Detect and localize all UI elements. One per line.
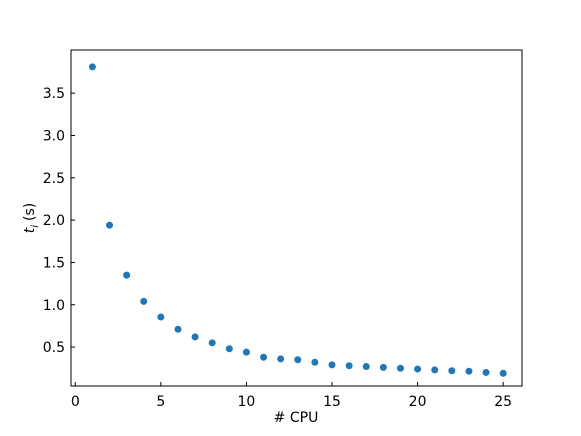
point xyxy=(345,362,353,370)
point xyxy=(106,221,114,229)
y-axis-label: ti (s) xyxy=(22,203,41,234)
point xyxy=(242,348,250,356)
point xyxy=(311,358,319,366)
point xyxy=(123,271,131,279)
point xyxy=(465,367,473,375)
point xyxy=(482,368,490,376)
y-label-sub: i xyxy=(30,225,41,228)
point xyxy=(499,369,507,377)
x-axis-label: # CPU xyxy=(274,410,319,426)
point xyxy=(396,364,404,372)
point xyxy=(431,366,439,374)
point xyxy=(88,63,96,71)
x-tick-label: 20 xyxy=(409,394,427,410)
point xyxy=(294,356,302,364)
point xyxy=(362,363,370,371)
point xyxy=(208,339,216,347)
y-tick-label: 0.5 xyxy=(43,340,65,356)
x-tick-label: 0 xyxy=(71,394,80,410)
point xyxy=(379,363,387,371)
y-tick-label: 1.5 xyxy=(43,255,65,271)
y-tick-label: 1.0 xyxy=(43,298,65,314)
point xyxy=(225,345,233,353)
point xyxy=(277,355,285,363)
y-tick-label: 2.0 xyxy=(43,213,65,229)
y-tick-label: 2.5 xyxy=(43,171,65,187)
x-tick-label: 10 xyxy=(238,394,256,410)
point xyxy=(328,361,336,369)
point xyxy=(260,353,268,361)
x-tick-label: 25 xyxy=(494,394,512,410)
x-tick-label: 5 xyxy=(156,394,165,410)
point xyxy=(174,325,182,333)
point xyxy=(157,313,165,321)
y-label-main: t xyxy=(22,227,38,233)
y-tick-label: 3.5 xyxy=(43,86,65,102)
point xyxy=(191,333,199,341)
y-label-unit: (s) xyxy=(22,203,38,221)
point xyxy=(448,367,456,375)
point xyxy=(414,365,422,373)
point xyxy=(140,297,148,305)
x-tick-label: 15 xyxy=(323,394,341,410)
y-tick-label: 3.0 xyxy=(43,128,65,144)
plot-frame xyxy=(70,49,523,387)
